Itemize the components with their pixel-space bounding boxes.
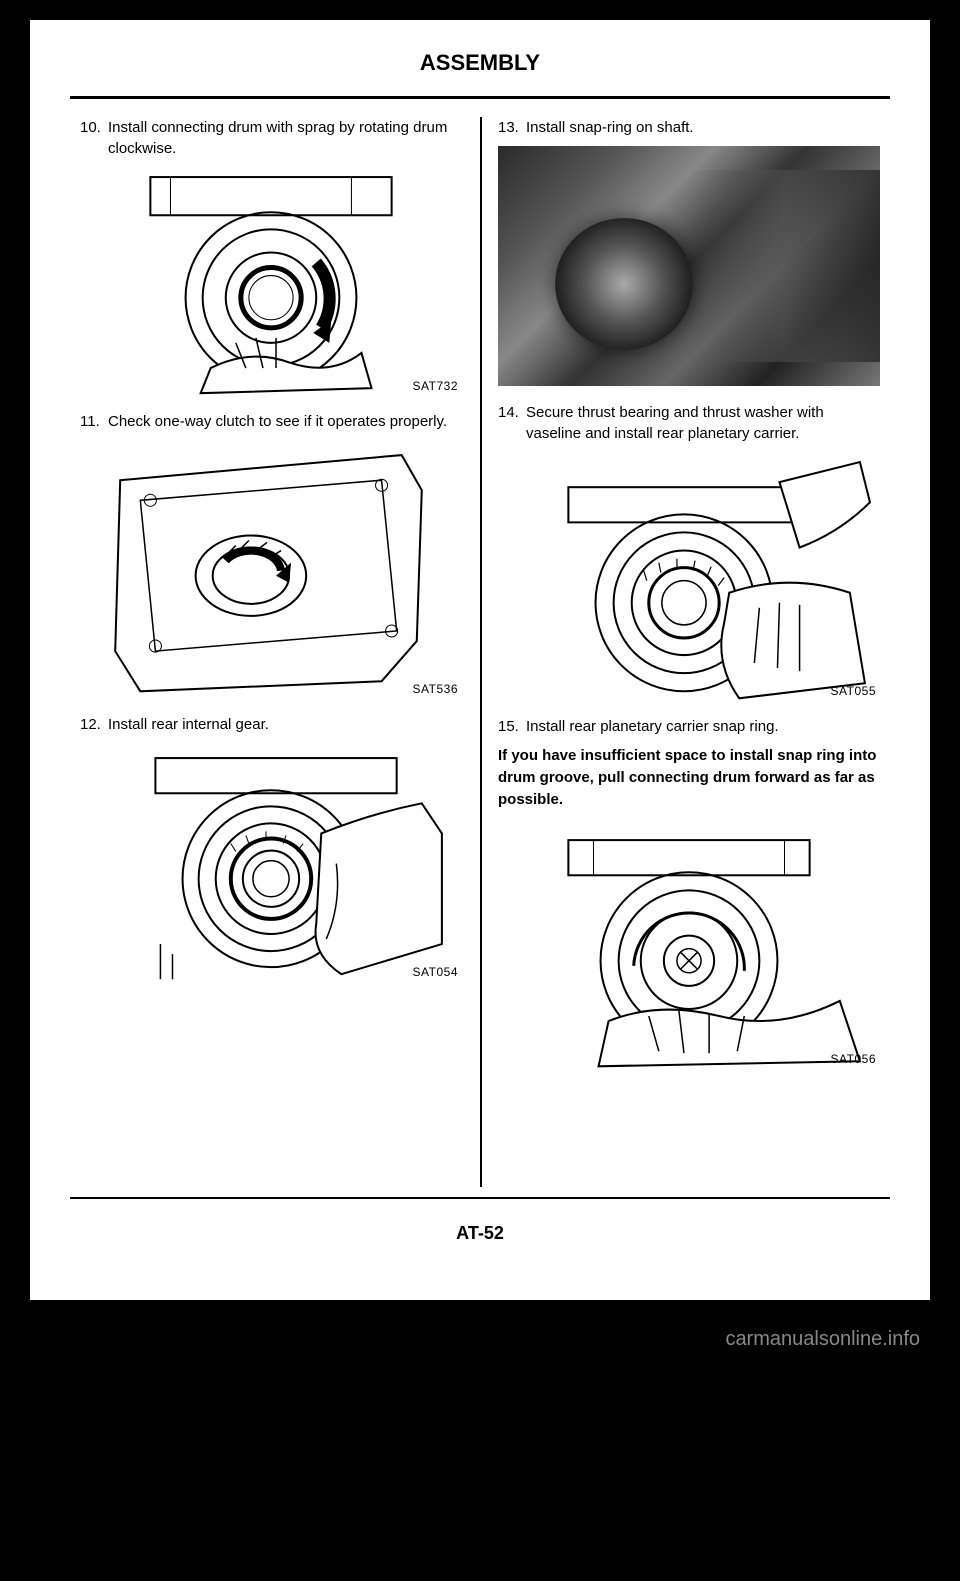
step-text: Check one-way clutch to see if it operat…: [108, 411, 462, 432]
paper-area: ASSEMBLY 10. Install connecting drum wit…: [30, 20, 930, 1300]
step-number: 15.: [498, 716, 526, 737]
step-text: Install snap-ring on shaft.: [526, 117, 880, 138]
figure-sat054: SAT054: [80, 743, 462, 983]
figure-label: SAT055: [831, 684, 876, 698]
step-10: 10. Install connecting drum with sprag b…: [80, 117, 462, 159]
figure-photo-snapring: [498, 146, 880, 386]
figure-sat732: SAT732: [80, 167, 462, 397]
step-number: 11.: [80, 411, 108, 432]
planetary-snapring-illustration: [498, 820, 880, 1071]
figure-sat056: SAT056: [498, 820, 880, 1070]
figure-label: SAT056: [831, 1052, 876, 1066]
step-15-note: If you have insufficient space to instal…: [498, 745, 880, 810]
one-way-clutch-illustration: [80, 440, 462, 701]
figure-sat055: SAT055: [498, 452, 880, 702]
step-number: 13.: [498, 117, 526, 138]
figure-label: SAT732: [413, 379, 458, 393]
page-title: ASSEMBLY: [70, 50, 890, 76]
page-number: AT-52: [70, 1223, 890, 1244]
step-number: 14.: [498, 402, 526, 444]
two-column-layout: 10. Install connecting drum with sprag b…: [70, 117, 890, 1187]
figure-label: SAT054: [413, 965, 458, 979]
bottom-rule: [70, 1197, 890, 1199]
figure-label: SAT536: [413, 682, 458, 696]
column-divider: [480, 117, 482, 1187]
watermark-text: carmanualsonline.info: [725, 1328, 920, 1351]
figure-sat536: SAT536: [80, 440, 462, 700]
page-root: ASSEMBLY 10. Install connecting drum wit…: [0, 0, 960, 1581]
step-12: 12. Install rear internal gear.: [80, 714, 462, 735]
thrust-bearing-illustration: [498, 452, 880, 703]
step-number: 10.: [80, 117, 108, 159]
left-column: 10. Install connecting drum with sprag b…: [70, 117, 480, 1187]
right-column: 13. Install snap-ring on shaft. 14. Secu…: [480, 117, 890, 1187]
rear-internal-gear-illustration: [80, 743, 462, 984]
step-text: Install rear planetary carrier snap ring…: [526, 716, 880, 737]
step-14: 14. Secure thrust bearing and thrust was…: [498, 402, 880, 444]
step-11: 11. Check one-way clutch to see if it op…: [80, 411, 462, 432]
step-text: Secure thrust bearing and thrust washer …: [526, 402, 880, 444]
top-rule: [70, 96, 890, 99]
step-text: Install connecting drum with sprag by ro…: [108, 117, 462, 159]
step-13: 13. Install snap-ring on shaft.: [498, 117, 880, 138]
step-number: 12.: [80, 714, 108, 735]
drum-sprag-illustration: [80, 167, 462, 398]
step-text: Install rear internal gear.: [108, 714, 462, 735]
step-15: 15. Install rear planetary carrier snap …: [498, 716, 880, 737]
